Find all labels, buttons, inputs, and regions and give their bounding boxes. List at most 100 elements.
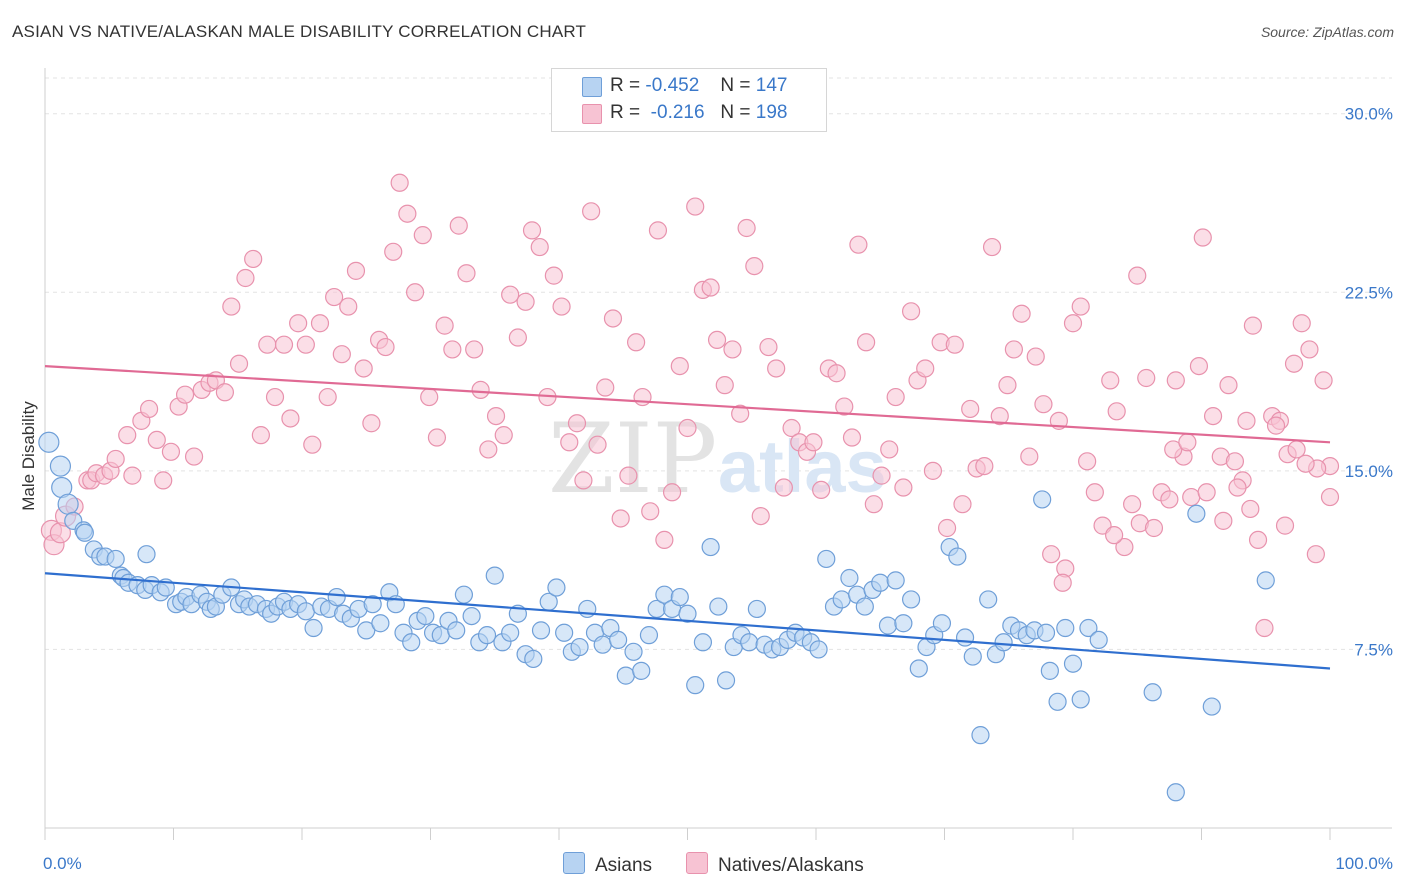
natives-point	[1085, 483, 1104, 502]
natives-point	[318, 387, 337, 407]
natives-point	[982, 237, 1002, 257]
asians-point	[855, 597, 874, 616]
asians-point	[817, 549, 836, 569]
asians-point	[57, 493, 79, 515]
natives-point	[215, 383, 234, 402]
natives-point	[332, 345, 351, 364]
natives-point	[184, 447, 204, 466]
natives-point	[1314, 371, 1333, 390]
y-tick-label: 22.5%	[1345, 283, 1393, 302]
x-tick-label-min: 0.0%	[43, 854, 82, 873]
natives-point	[662, 483, 682, 502]
natives-point	[737, 218, 756, 238]
asians-point	[137, 545, 156, 564]
asians-point	[1202, 697, 1221, 716]
natives-point	[961, 399, 980, 419]
natives-point	[1241, 499, 1260, 519]
natives-point	[1004, 340, 1023, 359]
x-tick-label-max: 100.0%	[1335, 854, 1393, 873]
natives-point	[619, 466, 638, 485]
natives-point	[258, 335, 277, 354]
natives-point	[1266, 416, 1286, 435]
asians-point	[501, 623, 520, 642]
asians-point	[106, 549, 125, 569]
asians-point	[716, 671, 736, 690]
natives-point	[457, 264, 476, 283]
asians-point	[593, 635, 612, 654]
asians-point	[371, 614, 390, 633]
natives-point	[857, 333, 876, 352]
natives-swatch	[582, 104, 602, 124]
natives-point	[390, 173, 409, 192]
asians-point	[1056, 618, 1075, 638]
natives-point	[339, 297, 358, 316]
natives-point	[1042, 545, 1061, 564]
natives-point	[384, 242, 403, 261]
natives-point	[1053, 573, 1072, 592]
natives-point	[723, 340, 742, 359]
natives-point	[759, 337, 778, 357]
natives-point	[707, 330, 727, 350]
natives-point	[244, 249, 263, 269]
asians-point	[447, 621, 466, 640]
natives-point	[1214, 511, 1233, 530]
natives-point	[842, 428, 862, 447]
asians-point	[709, 597, 728, 616]
natives-point	[1228, 478, 1247, 497]
natives-point	[443, 340, 462, 359]
natives-point	[812, 480, 831, 500]
asians-point	[693, 633, 713, 652]
natives-r-value: -0.216	[650, 102, 705, 123]
asians-point	[740, 633, 759, 652]
natives-point	[420, 387, 439, 407]
natives-point	[886, 387, 905, 407]
legend-item-natives[interactable]: Natives/Alaskans	[686, 852, 864, 877]
natives-point	[486, 406, 506, 426]
natives-point	[849, 235, 868, 254]
asians-point	[886, 571, 905, 590]
natives-point	[1178, 433, 1197, 452]
asians-point	[1143, 683, 1162, 702]
natives-point	[1166, 371, 1185, 390]
natives-point	[1144, 518, 1164, 538]
natives-point	[465, 340, 484, 359]
natives-point	[1105, 526, 1124, 545]
natives-point	[975, 456, 994, 476]
natives-point	[303, 435, 322, 454]
asians-n-value: 147	[755, 75, 788, 96]
natives-point	[945, 335, 964, 354]
asians-point	[609, 630, 628, 650]
legend-item-asians[interactable]: Asians	[563, 852, 652, 877]
asians-point	[971, 726, 990, 745]
natives-point	[376, 337, 395, 357]
natives-point	[544, 266, 563, 285]
natives-point	[804, 433, 823, 452]
natives-point	[835, 397, 854, 416]
natives-point	[1248, 530, 1268, 550]
natives-point	[325, 287, 344, 307]
asians-point	[416, 606, 435, 626]
asians-point	[894, 614, 913, 633]
asians-point	[878, 616, 898, 635]
natives-point	[413, 226, 432, 245]
natives-point	[479, 440, 498, 459]
natives-point	[582, 202, 601, 221]
natives-point	[1071, 297, 1090, 316]
natives-point	[1219, 376, 1238, 395]
natives-point	[494, 426, 513, 445]
asians-point	[955, 628, 975, 647]
asians-point	[979, 590, 998, 609]
natives-point	[1225, 452, 1245, 471]
natives-point	[611, 509, 630, 528]
natives-point	[427, 428, 447, 447]
asians-trend-line	[44, 572, 1331, 670]
watermark: ZIP atlas	[548, 403, 887, 515]
natives-point	[552, 297, 571, 316]
natives-point	[471, 380, 490, 400]
natives-point	[147, 430, 166, 450]
asians-point	[1071, 690, 1090, 709]
natives-point	[1237, 411, 1256, 430]
asians-point	[963, 647, 982, 666]
asians-point	[38, 431, 60, 453]
natives-point	[1296, 454, 1315, 473]
